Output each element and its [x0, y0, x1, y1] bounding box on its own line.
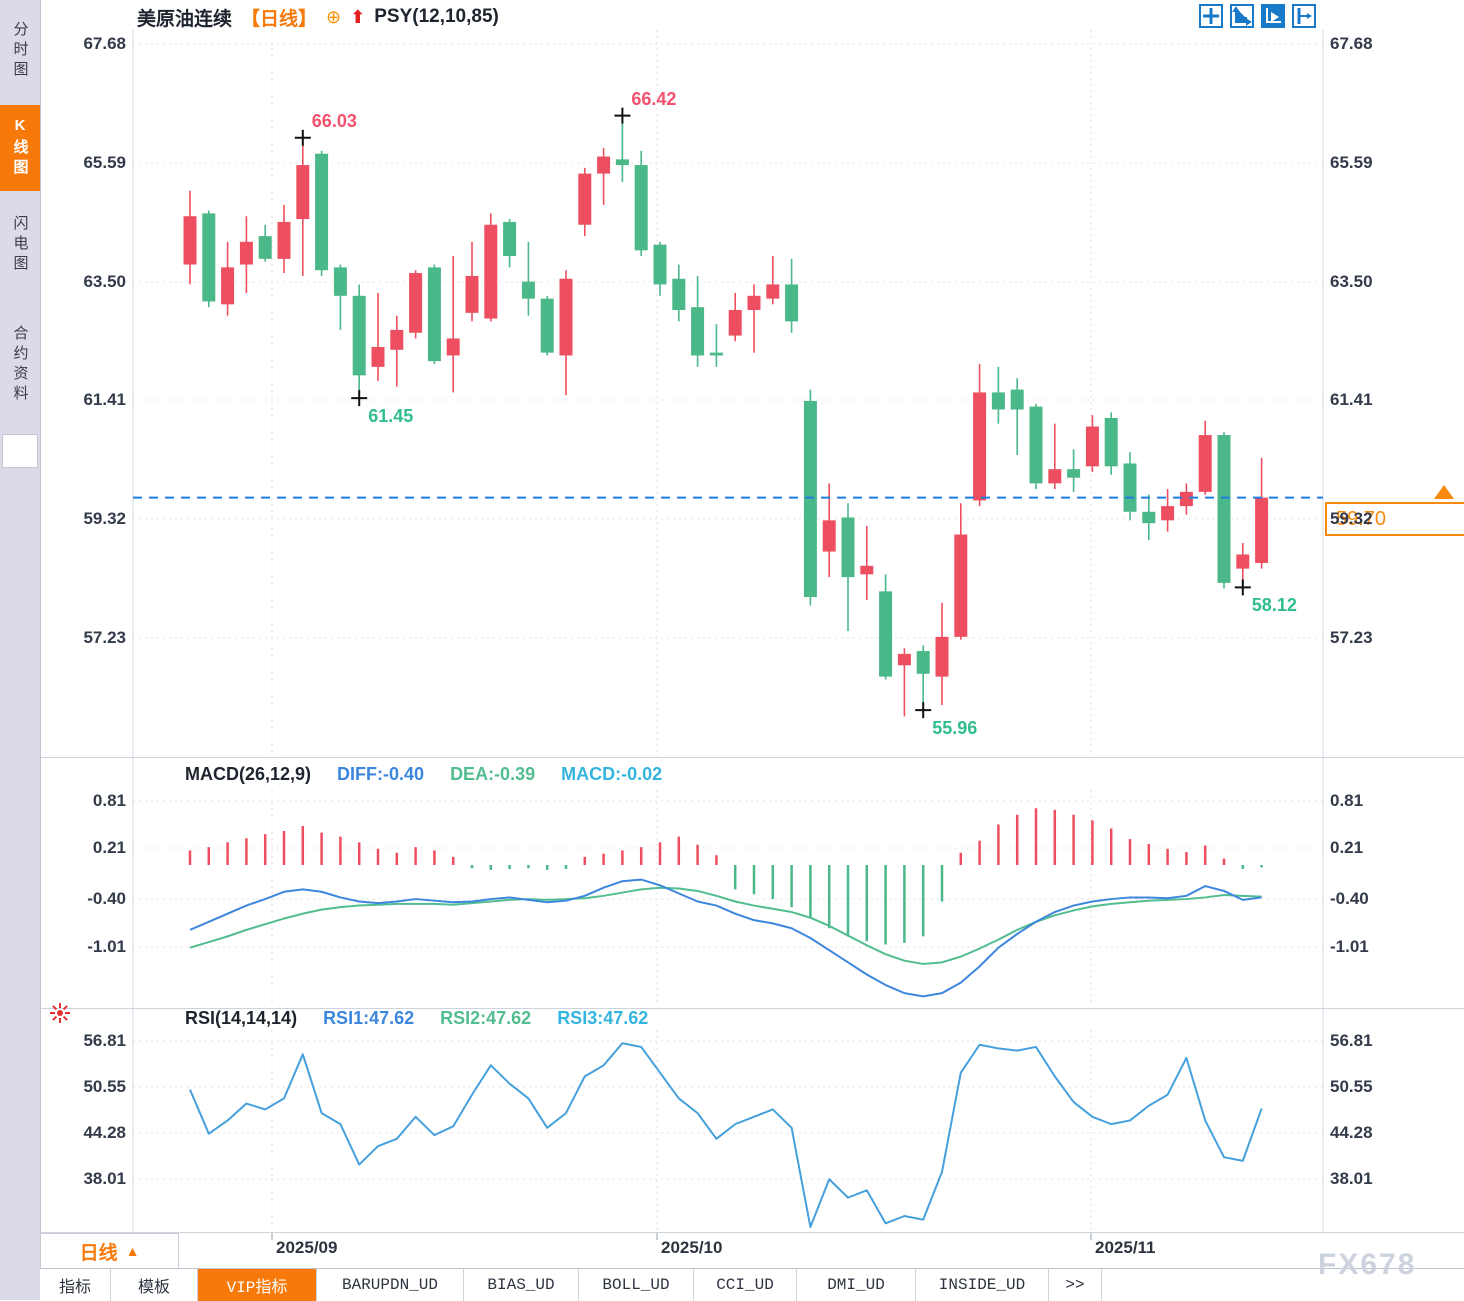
extreme-label-66.42: 66.42: [631, 88, 677, 109]
legend-item: RSI2:47.62: [440, 1008, 532, 1028]
chart-header: 美原油连续 【日线】 ⊕ ⬆ PSY(12,10,85): [137, 4, 499, 30]
y-axis-label: 63.50: [1330, 272, 1373, 291]
tab-BOLL_UD[interactable]: BOLL_UD: [579, 1269, 694, 1301]
y-axis-label: 57.23: [83, 628, 126, 647]
chevron-up-icon: ▲: [125, 1243, 140, 1259]
overlay-indicator-label[interactable]: PSY(12,10,85): [374, 6, 499, 27]
price-tag-arrow-icon: [1434, 485, 1454, 499]
y-axis-label: 65.59: [1330, 153, 1373, 172]
y-axis-label: 61.41: [1330, 390, 1373, 409]
extreme-label-55.96: 55.96: [932, 718, 978, 739]
tab-DMI_UD[interactable]: DMI_UD: [797, 1269, 916, 1301]
rsi-legend: RSI1:47.62 RSI2:47.62 RSI3:47.62: [323, 1008, 648, 1029]
y-axis-label: 63.50: [83, 272, 126, 291]
x-axis-label: 2025/09: [276, 1238, 338, 1257]
tab-BIAS_UD[interactable]: BIAS_UD: [464, 1269, 579, 1301]
macd-legend: DIFF:-0.40 DEA:-0.39 MACD:-0.02: [337, 764, 662, 785]
y-axis-label: 0.21: [1330, 838, 1364, 857]
x-axis-label: 2025/10: [661, 1238, 723, 1257]
y-axis-label: 65.59: [83, 153, 126, 172]
sidebar-item-3[interactable]: 闪电图: [0, 198, 40, 292]
y-axis-label: 57.23: [1330, 628, 1373, 647]
y-axis-label: 44.28: [1330, 1123, 1373, 1142]
legend-item: RSI1:47.62: [323, 1008, 415, 1028]
tab-BARUPDN_UD[interactable]: BARUPDN_UD: [317, 1269, 464, 1301]
legend-item: DEA:-0.39: [450, 764, 536, 784]
pan-crosshair-icon[interactable]: [1199, 4, 1223, 28]
axis-scale-icon[interactable]: [1230, 4, 1254, 28]
tab-VIP指标[interactable]: VIP指标: [198, 1269, 317, 1301]
x-axis-label: 2025/11: [1095, 1238, 1156, 1257]
y-axis-label: 50.55: [1330, 1077, 1373, 1096]
y-axis-label: 38.01: [83, 1169, 126, 1188]
extreme-label-58.12: 58.12: [1251, 595, 1297, 616]
chart-toolbar: [1199, 4, 1316, 28]
tabs-overflow-button[interactable]: >>: [1049, 1269, 1102, 1301]
sidebar-empty-cell: [2, 434, 38, 468]
y-axis-label: 56.81: [1330, 1031, 1373, 1050]
legend-item: RSI3:47.62: [557, 1008, 649, 1028]
macd-header: MACD(26,12,9) DIFF:-0.40 DEA:-0.39 MACD:-0…: [185, 764, 662, 785]
tab-CCI_UD[interactable]: CCI_UD: [694, 1269, 797, 1301]
legend-item: MACD:-0.02: [561, 764, 663, 784]
y-axis-label: 59.32: [1330, 509, 1373, 528]
period-tag[interactable]: 【日线】: [241, 8, 318, 30]
y-axis-label: 44.28: [83, 1123, 126, 1142]
watermark: FX678: [1318, 1248, 1417, 1281]
extreme-label-61.45: 61.45: [368, 406, 414, 427]
rsi-title[interactable]: RSI(14,14,14): [185, 1008, 298, 1028]
extreme-label-66.03: 66.03: [311, 110, 357, 131]
period-selector-label: 日线: [79, 1242, 118, 1264]
red-up-arrow-icon: ⬆: [350, 6, 366, 27]
circle-plus-icon[interactable]: ⊕: [326, 6, 342, 27]
y-axis-label: 0.21: [92, 838, 126, 857]
tab-模板[interactable]: 模板: [111, 1269, 198, 1301]
current-price-tag: 59.70: [1325, 502, 1464, 536]
y-axis-label: 50.55: [83, 1077, 126, 1096]
sidebar-item-1[interactable]: 分时图: [0, 5, 40, 97]
indicator-tabbar: 指标 模板 VIP指标 BARUPDN_UD BIAS_UD BOLL_UD CCI_UD D…: [40, 1268, 1464, 1301]
axis-play-icon[interactable]: [1261, 4, 1285, 28]
period-selector[interactable]: 日线 ▲: [40, 1233, 179, 1269]
symbol-title: 美原油连续: [137, 8, 233, 30]
rsi-header: RSI(14,14,14) RSI1:47.62 RSI2:47.62 RSI3:4…: [185, 1008, 648, 1029]
y-axis-label: -0.40: [1330, 889, 1369, 908]
y-axis-label: 56.81: [83, 1031, 126, 1050]
macd-title[interactable]: MACD(26,12,9): [185, 764, 312, 784]
sidebar-item-2[interactable]: K线图: [0, 105, 40, 191]
left-sidebar: 分时图 K线图闪电图合约资料: [0, 0, 41, 1300]
tab-指标[interactable]: 指标: [40, 1269, 111, 1301]
y-axis-label: 61.41: [83, 390, 126, 409]
y-axis-label: 38.01: [1330, 1169, 1373, 1188]
sidebar-item-4[interactable]: 合约资料: [0, 300, 40, 430]
shift-right-icon[interactable]: [1292, 4, 1316, 28]
y-axis-label: -1.01: [87, 937, 126, 956]
y-axis-label: 67.68: [1330, 34, 1373, 53]
legend-item: DIFF:-0.40: [337, 764, 425, 784]
y-axis-label: 67.68: [83, 34, 126, 53]
y-axis-label: 0.81: [1330, 791, 1364, 810]
indicator-settings-icon[interactable]: [50, 1003, 70, 1023]
y-axis-label: -0.40: [87, 889, 126, 908]
y-axis-label: 0.81: [92, 791, 126, 810]
y-axis-label: -1.01: [1330, 937, 1369, 956]
tab-INSIDE_UD[interactable]: INSIDE_UD: [916, 1269, 1049, 1301]
y-axis-label: 59.32: [83, 509, 126, 528]
